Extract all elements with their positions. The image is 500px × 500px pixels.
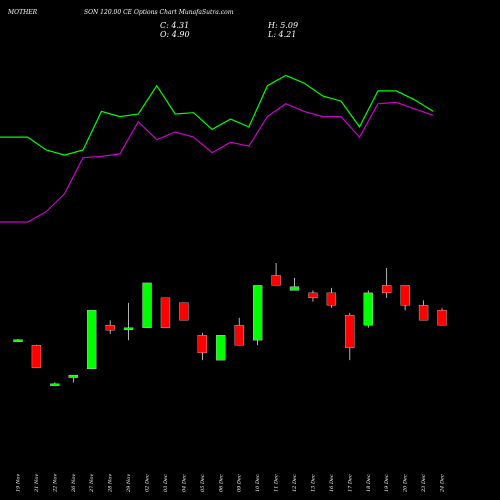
date-tick-label: 23 Dec — [421, 474, 427, 493]
low-value: L: 4.21 — [267, 30, 296, 39]
candle-body — [437, 310, 447, 326]
date-tick-label: 02 Dec — [145, 474, 151, 492]
date-tick-label: 16 Dec — [329, 474, 335, 492]
candles-group — [13, 262, 447, 386]
date-ticks: 19 Nov 21 Nov 22 Nov 26 Nov 27 Nov 28 Nov 29 N… — [16, 474, 446, 493]
date-tick-label: 19 Dec — [384, 474, 390, 492]
candle-body — [326, 292, 337, 306]
green-indicator-line — [0, 74, 434, 156]
date-tick-label: 19 Nov — [16, 474, 22, 492]
candle-body — [216, 335, 226, 361]
date-tick-label: 11 Dec — [274, 474, 280, 492]
candle-body — [382, 285, 392, 294]
chart-title: SON 120.00 CE Options Chart MunafaSutra.… — [84, 9, 234, 16]
chart-symbol: MOTHER — [7, 9, 38, 16]
candle-body — [50, 383, 60, 386]
date-tick-label: 24 Dec — [440, 474, 446, 493]
candle-body — [271, 275, 281, 286]
candle-body — [289, 286, 300, 291]
date-tick-label: 27 Nov — [89, 474, 95, 493]
date-tick-label: 12 Dec — [292, 474, 298, 492]
date-tick-label: 29 Nov — [126, 474, 132, 493]
date-tick-label: 10 Dec — [255, 474, 261, 492]
candle-body — [123, 327, 134, 330]
date-tick-label: 06 Dec — [218, 474, 224, 492]
candle-body — [160, 297, 171, 328]
candle-body — [234, 325, 244, 346]
candle-body — [105, 325, 115, 331]
indicator-lines — [0, 74, 434, 223]
candle-body — [308, 292, 318, 299]
date-tick-label: 04 Dec — [181, 474, 187, 492]
candle-body — [142, 282, 152, 328]
date-tick-label: 09 Dec — [237, 474, 243, 492]
candle-body — [179, 302, 189, 321]
candle-body — [363, 292, 373, 326]
magenta-indicator-line — [0, 101, 434, 223]
candle-body — [68, 374, 78, 378]
close-value: C: 4.31 — [160, 21, 189, 30]
candle-body — [400, 285, 410, 306]
candle-body — [197, 335, 207, 353]
date-tick-label: 20 Dec — [403, 474, 409, 493]
date-tick-label: 13 Dec — [310, 474, 316, 492]
date-tick-label: 26 Nov — [71, 474, 77, 493]
date-tick-label: 22 Nov — [52, 474, 58, 493]
candle-body — [345, 315, 355, 348]
date-tick-label: 05 Dec — [200, 474, 206, 492]
date-tick-label: 17 Dec — [347, 474, 353, 492]
open-value: O: 4.90 — [160, 30, 190, 39]
candle-body — [253, 285, 263, 341]
candle-body — [87, 310, 97, 370]
date-tick-label: 21 Nov — [34, 474, 40, 493]
date-tick-label: 28 Nov — [108, 474, 114, 493]
candle-body — [418, 305, 429, 321]
candle-body — [31, 345, 42, 368]
candle-body — [13, 339, 23, 342]
date-tick-label: 18 Dec — [366, 474, 372, 492]
high-value: H: 5.09 — [267, 21, 298, 30]
date-tick-label: 03 Dec — [163, 474, 169, 492]
